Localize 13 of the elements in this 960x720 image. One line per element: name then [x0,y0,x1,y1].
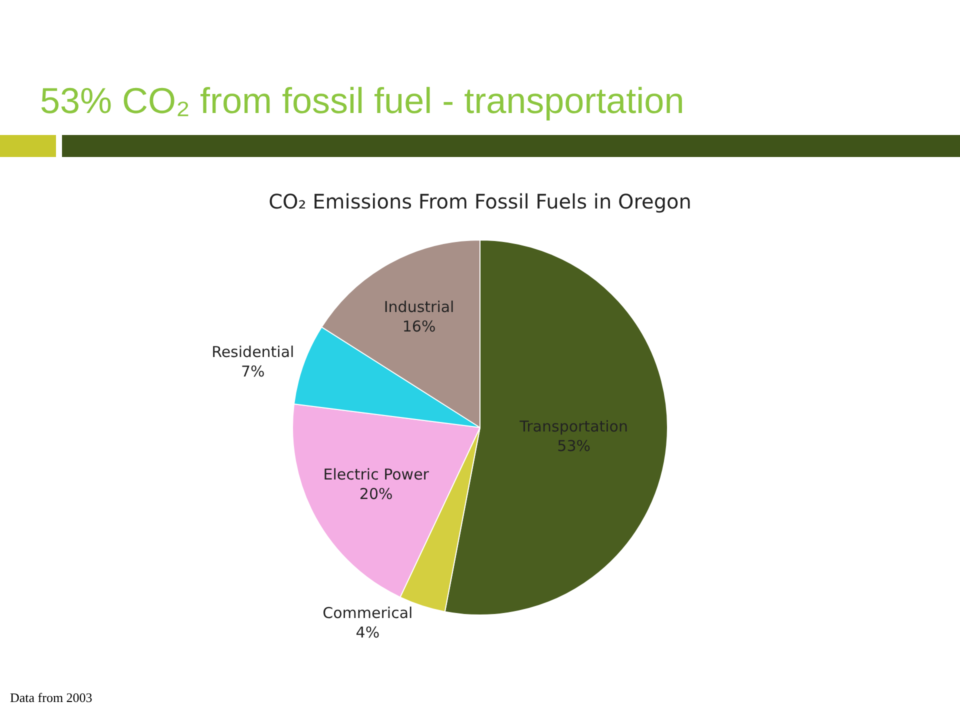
slice-label: Commerical [322,604,413,622]
chart-title: 53% CO₂ from fossil fuel - transportation [40,80,684,122]
slice-label: Transportation [518,418,628,436]
data-label: 16% [402,317,436,336]
text: Data from 2003 [10,690,92,706]
slice-label: Electric Power [323,466,430,484]
chart-subtitle: CO₂ Emissions From Fossil Fuels in Oregon [268,189,692,214]
data-label: 4% [356,624,380,642]
data-label: 20% [359,485,393,504]
slice-label: Industrial [384,298,454,316]
slice-label: Residential [212,343,294,362]
data-label: 7% [241,362,265,381]
data-label: 53% [557,437,591,456]
